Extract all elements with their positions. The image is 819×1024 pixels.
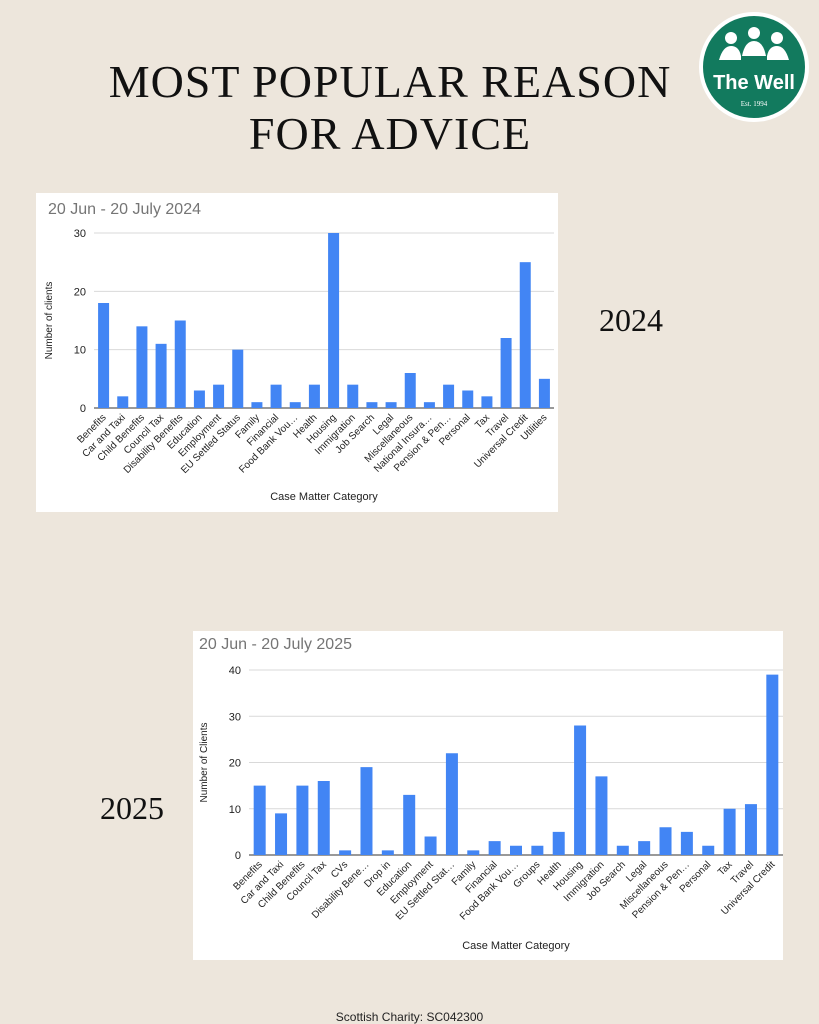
bar bbox=[385, 402, 397, 408]
year-label-2025: 2025 bbox=[100, 790, 164, 826]
chart-panel-2024: 20 Jun - 20 July 2024 0 10 20 30 Benefits Car … bbox=[36, 193, 558, 512]
bar bbox=[328, 233, 340, 408]
bar-chart-2024: 20 Jun - 20 July 20240102030BenefitsCar … bbox=[44, 201, 554, 503]
bar bbox=[766, 674, 779, 855]
bar bbox=[510, 845, 522, 855]
y-tick-label: 20 bbox=[74, 286, 86, 298]
bar bbox=[193, 390, 205, 408]
bar bbox=[481, 396, 493, 408]
bar bbox=[403, 794, 416, 855]
bar bbox=[174, 320, 186, 408]
bar bbox=[445, 753, 458, 855]
y-tick-label: 30 bbox=[229, 711, 241, 723]
bar bbox=[531, 845, 544, 855]
bar bbox=[270, 384, 282, 408]
bar bbox=[308, 384, 320, 408]
y-tick-label: 10 bbox=[74, 345, 86, 357]
page-title-line-1: MOST POPULAR REASON bbox=[108, 56, 672, 107]
bar bbox=[500, 338, 512, 408]
chart-title: 20 Jun - 20 July 2025 bbox=[199, 636, 352, 653]
bar bbox=[467, 850, 480, 855]
bar bbox=[136, 326, 148, 408]
bar bbox=[519, 262, 531, 408]
bar bbox=[595, 776, 608, 855]
bar bbox=[232, 349, 244, 408]
bar bbox=[275, 813, 288, 855]
bar bbox=[616, 845, 629, 855]
bar bbox=[317, 781, 330, 855]
x-axis-label: Case Matter Category bbox=[462, 940, 570, 952]
x-axis-label: Case Matter Category bbox=[270, 491, 378, 503]
bar bbox=[251, 402, 263, 408]
bar bbox=[360, 767, 373, 855]
bar bbox=[744, 804, 757, 855]
y-axis-label: Number of clients bbox=[44, 282, 55, 360]
y-axis-label: Number of Clients bbox=[199, 722, 210, 802]
chart-panel-2025: 20 Jun - 20 July 2025 0 10 20 30 40 Benefits Ca… bbox=[193, 631, 783, 960]
footer-charity-number: Scottish Charity: SC042300 bbox=[335, 1010, 484, 1024]
bar bbox=[366, 402, 378, 408]
y-tick-label: 40 bbox=[229, 665, 241, 677]
bar bbox=[404, 373, 416, 408]
page-title-line-2: FOR ADVICE bbox=[248, 108, 532, 159]
chart-title: 20 Jun - 20 July 2024 bbox=[48, 201, 201, 218]
bar bbox=[538, 378, 550, 408]
bar bbox=[296, 785, 309, 855]
y-tick-label: 10 bbox=[229, 804, 241, 816]
bar bbox=[702, 845, 715, 855]
the-well-logo: The Well Est. 1994 bbox=[697, 10, 811, 124]
y-tick-label: 30 bbox=[74, 228, 86, 240]
bar bbox=[488, 841, 501, 855]
bar bbox=[462, 390, 474, 408]
bar bbox=[98, 303, 110, 408]
bar bbox=[381, 850, 394, 855]
bar bbox=[680, 831, 693, 855]
bar bbox=[213, 384, 225, 408]
bar-chart-2025: 20 Jun - 20 July 2025010203040BenefitsCa… bbox=[199, 636, 783, 952]
bar bbox=[443, 384, 455, 408]
logo-tagline: Est. 1994 bbox=[741, 100, 768, 108]
bar bbox=[423, 402, 435, 408]
bar bbox=[723, 808, 736, 855]
bar bbox=[289, 402, 301, 408]
bar bbox=[638, 841, 651, 855]
bar bbox=[339, 850, 352, 855]
year-label-2024: 2024 bbox=[599, 302, 663, 338]
bar bbox=[253, 785, 266, 855]
bar bbox=[552, 831, 565, 855]
bar bbox=[155, 343, 167, 408]
logo-name: The Well bbox=[713, 72, 795, 94]
page-title: MOST POPULAR REASON FOR ADVICE bbox=[60, 56, 720, 160]
bar bbox=[117, 396, 129, 408]
y-tick-label: 20 bbox=[229, 758, 241, 770]
y-tick-label: 0 bbox=[80, 403, 86, 415]
bar bbox=[424, 836, 437, 855]
bar bbox=[574, 725, 587, 855]
y-tick-label: 0 bbox=[235, 850, 241, 862]
bar bbox=[659, 827, 672, 855]
people-icon bbox=[719, 27, 789, 60]
bar bbox=[347, 384, 359, 408]
